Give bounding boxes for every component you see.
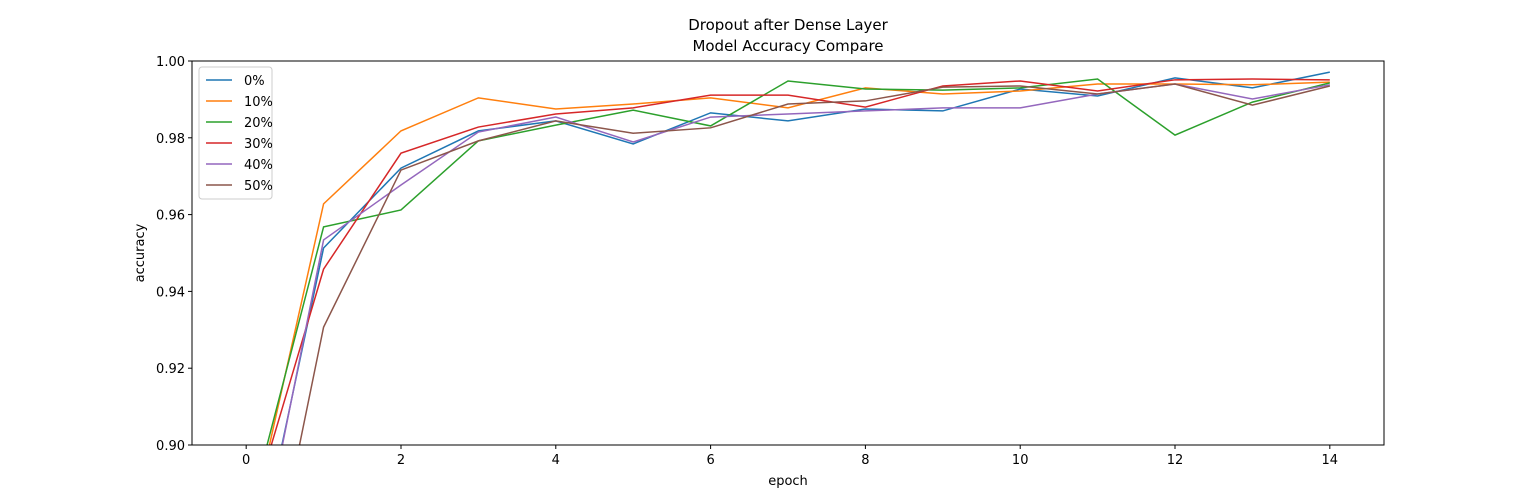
series-line bbox=[266, 78, 1331, 445]
legend-label: 50% bbox=[244, 179, 273, 194]
legend-label: 0% bbox=[244, 74, 265, 89]
legend-label: 10% bbox=[244, 95, 273, 110]
series-line bbox=[270, 78, 1330, 445]
series-line bbox=[298, 83, 1331, 445]
x-tick-label: 0 bbox=[242, 453, 250, 468]
y-tick-label: 0.96 bbox=[156, 209, 185, 224]
x-tick-label: 2 bbox=[397, 453, 405, 468]
y-tick-label: 0.98 bbox=[156, 132, 185, 147]
y-axis-label: accuracy bbox=[133, 223, 148, 282]
legend-label: 20% bbox=[244, 116, 273, 131]
y-tick-label: 1.00 bbox=[156, 55, 185, 70]
y-tick-label: 0.90 bbox=[156, 439, 185, 454]
chart-subtitle: Model Accuracy Compare bbox=[692, 37, 883, 55]
x-tick-label: 8 bbox=[861, 453, 869, 468]
x-tick-label: 4 bbox=[552, 453, 560, 468]
x-tick-label: 6 bbox=[706, 453, 714, 468]
x-tick-label: 10 bbox=[1012, 453, 1029, 468]
x-tick-label: 12 bbox=[1167, 453, 1184, 468]
y-tick-label: 0.94 bbox=[156, 285, 185, 300]
legend-label: 30% bbox=[244, 137, 273, 152]
chart-title: Dropout after Dense Layer bbox=[688, 16, 888, 34]
y-tick-label: 0.92 bbox=[156, 362, 185, 377]
x-tick-label: 14 bbox=[1322, 453, 1339, 468]
plot-frame bbox=[191, 60, 1385, 446]
legend-label: 40% bbox=[244, 158, 273, 173]
legend-box bbox=[198, 66, 273, 200]
plot-lines bbox=[266, 71, 1331, 445]
x-axis-label: epoch bbox=[768, 474, 808, 489]
